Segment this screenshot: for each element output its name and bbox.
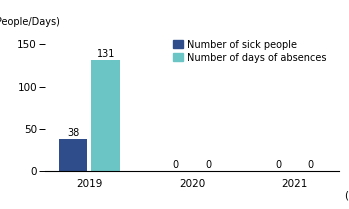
Legend: Number of sick people, Number of days of absences: Number of sick people, Number of days of… — [173, 40, 326, 63]
Bar — [59, 139, 87, 171]
Text: 0: 0 — [172, 160, 179, 170]
Text: 0: 0 — [205, 160, 211, 170]
Text: (People/Days): (People/Days) — [0, 17, 60, 27]
Text: 38: 38 — [67, 128, 79, 138]
Text: 0: 0 — [308, 160, 314, 170]
Bar — [91, 60, 120, 171]
Text: (FY): (FY) — [344, 191, 349, 201]
Text: 0: 0 — [275, 160, 281, 170]
Text: 131: 131 — [97, 49, 115, 59]
